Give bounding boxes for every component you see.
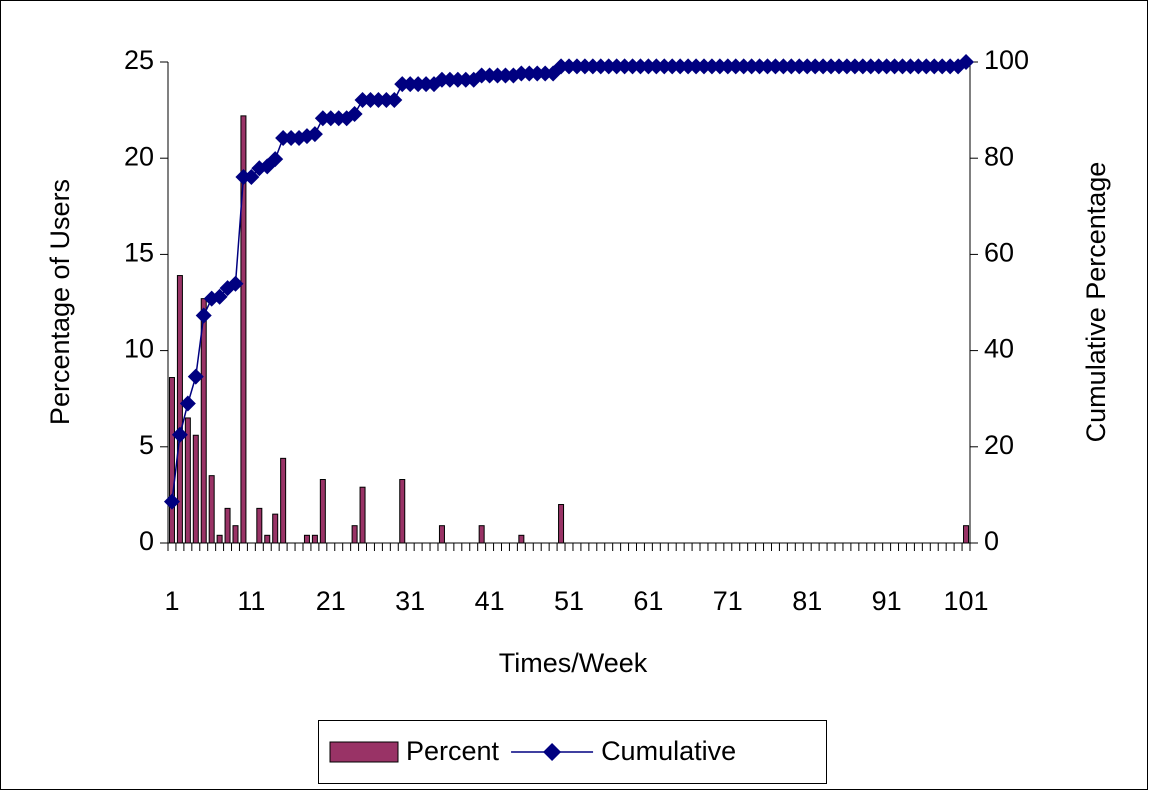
bar [518, 534, 525, 544]
marker [386, 91, 403, 108]
y2-tick-label: 40 [984, 334, 1014, 364]
marker [958, 54, 975, 70]
y2-axis-title: Cumulative Percentage [1081, 162, 1111, 443]
y2-tick-label: 20 [984, 430, 1014, 460]
marker [243, 168, 260, 185]
legend-label: Cumulative [601, 736, 736, 766]
bar [176, 275, 183, 544]
bar [359, 486, 366, 544]
y2-tick-label: 60 [984, 238, 1014, 268]
x-tick-label: 101 [943, 586, 988, 616]
bar [303, 534, 310, 544]
bar [351, 525, 358, 544]
marker [306, 126, 323, 143]
x-tick-label: 91 [872, 586, 902, 616]
y-tick-label: 20 [124, 141, 154, 171]
x-tick-label: 71 [713, 586, 743, 616]
bar [200, 298, 207, 544]
bar [558, 504, 565, 544]
marker [227, 275, 244, 292]
bar [208, 475, 215, 544]
x-tick-label: 11 [237, 586, 265, 616]
y2-tick-label: 0 [984, 526, 999, 556]
y2-tick-label: 100 [984, 45, 1029, 75]
legend-swatch [329, 741, 399, 763]
x-tick-label: 51 [554, 586, 584, 616]
bar [272, 513, 279, 544]
marker [195, 307, 212, 324]
marker [211, 288, 228, 305]
bar [478, 525, 485, 544]
y-tick-label: 0 [139, 526, 154, 556]
marker [187, 368, 204, 385]
bar [184, 417, 191, 544]
bar [224, 507, 231, 544]
bar [280, 457, 287, 544]
marker [171, 426, 188, 443]
x-axis-title: Times/Week [499, 648, 648, 678]
bar [232, 525, 239, 544]
x-tick-label: 21 [316, 586, 346, 616]
bar [438, 525, 445, 544]
marker [267, 151, 284, 168]
bar [963, 525, 970, 544]
y-tick-label: 15 [124, 238, 154, 268]
x-tick-label: 81 [792, 586, 822, 616]
legend-marker [543, 743, 562, 761]
bar [399, 479, 406, 544]
bar [311, 534, 318, 544]
x-tick-label: 1 [164, 586, 179, 616]
marker [163, 493, 180, 510]
bar [216, 534, 223, 544]
y-tick-label: 25 [124, 45, 154, 75]
y2-tick-label: 80 [984, 141, 1014, 171]
x-tick-label: 31 [395, 586, 425, 616]
bar [256, 507, 263, 544]
x-tick-label: 41 [475, 586, 505, 616]
legend-label: Percent [406, 736, 500, 766]
bar [192, 434, 199, 544]
marker [950, 58, 967, 75]
bar [319, 479, 326, 544]
bar [240, 115, 247, 544]
x-tick-label: 61 [633, 586, 663, 616]
marker [179, 395, 196, 412]
bar [264, 534, 271, 544]
marker [346, 105, 363, 122]
bar [168, 377, 175, 544]
y-axis-title: Percentage of Users [45, 179, 75, 425]
y-tick-label: 10 [124, 334, 154, 364]
y-tick-label: 5 [139, 430, 154, 460]
